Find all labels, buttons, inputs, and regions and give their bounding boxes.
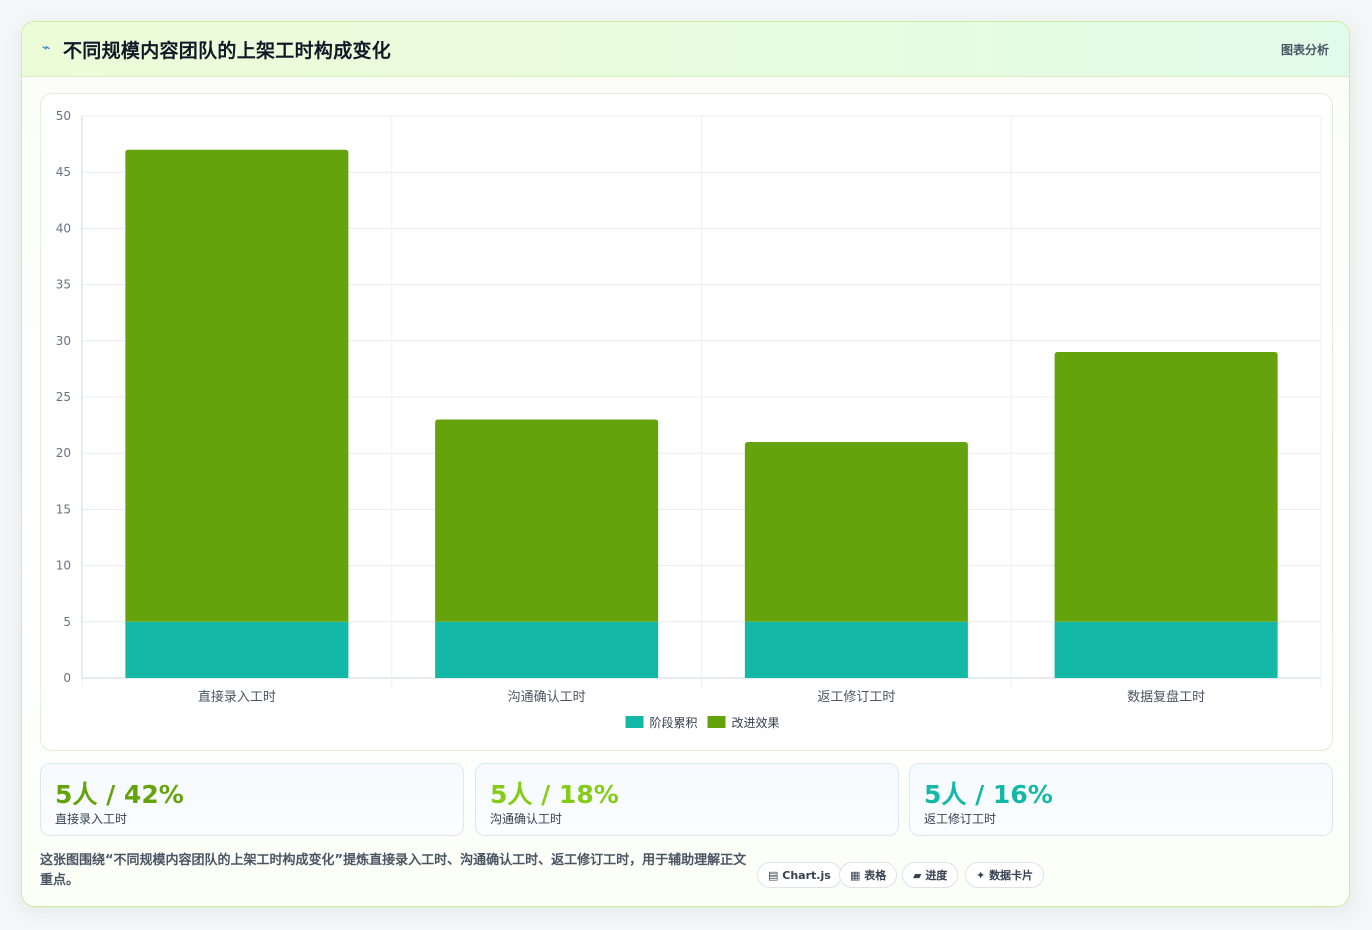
stacked-bar-chart: 0 5 10 15 20 25 30 35 40 45 50 直接录入工时 沟通确认工时 返工修订工时 数据… <box>56 109 1322 730</box>
bar-segment <box>744 621 968 678</box>
stat-card-3: 5人 / 16% 返工修订工时 <box>909 763 1333 836</box>
table-icon: ▦ <box>850 869 861 882</box>
y-tick-label: 45 <box>56 165 71 179</box>
chart-line-icon: ⌁ <box>42 40 51 56</box>
stat-value: 5人 / 16% <box>924 780 1053 809</box>
x-tick-label: 沟通确认工时 <box>508 690 586 705</box>
y-tick-label: 15 <box>56 502 71 516</box>
legend-label: 阶段累积 <box>650 715 698 730</box>
tag-label: Chart.js <box>782 869 831 882</box>
chart-card: ⌁ 不同规模内容团队的上架工时构成变化 图表分析 0 5 10 15 20 25 30 35 4… <box>21 21 1350 907</box>
tag-label: 进度 <box>925 869 948 882</box>
tag-label: 表格 <box>864 869 887 882</box>
y-tick-label: 50 <box>56 109 71 123</box>
chart-description: 这张图围绕“不同规模内容团队的上架工时构成变化”提炼直接录入工时、沟通确认工时、… <box>40 853 747 888</box>
y-tick-label: 0 <box>63 671 71 685</box>
x-tick-label: 返工修订工时 <box>817 690 895 705</box>
chart-title: 不同规模内容团队的上架工时构成变化 <box>63 40 392 62</box>
legend-swatch <box>707 716 726 728</box>
stat-label: 沟通确认工时 <box>490 812 563 826</box>
x-tick-label: 数据复盘工时 <box>1127 689 1205 705</box>
stat-label: 返工修订工时 <box>924 812 997 826</box>
bar-segment <box>125 149 349 622</box>
y-tick-label: 10 <box>56 559 71 573</box>
bar-segment <box>1054 621 1278 678</box>
bar-segment <box>435 419 659 622</box>
bar-segment <box>744 441 968 622</box>
chart-icon: ▤ <box>768 869 779 882</box>
tag-data-card[interactable]: ✦ 数据卡片 <box>965 862 1045 888</box>
stat-value: 5人 / 42% <box>55 780 184 809</box>
progress-icon: ▰ <box>913 869 922 882</box>
legend-label: 改进效果 <box>732 715 780 730</box>
tag-progress[interactable]: ▰ 进度 <box>902 862 959 888</box>
tag-table[interactable]: ▦ 表格 <box>839 862 898 888</box>
bar-segment <box>125 621 349 678</box>
sparkle-icon: ✦ <box>976 869 986 882</box>
stat-card-1: 5人 / 42% 直接录入工时 <box>40 763 464 836</box>
tag-chartjs[interactable]: ▤ Chart.js <box>757 862 842 888</box>
stat-value: 5人 / 18% <box>490 780 619 809</box>
stat-card-2: 5人 / 18% 沟通确认工时 <box>475 763 899 836</box>
x-tick-label: 直接录入工时 <box>198 689 276 705</box>
y-tick-label: 40 <box>56 221 71 235</box>
bar-segment <box>435 621 659 678</box>
y-tick-label: 30 <box>56 334 71 348</box>
card-header: ⌁ 不同规模内容团队的上架工时构成变化 图表分析 <box>22 22 1349 77</box>
y-tick-label: 5 <box>63 615 71 629</box>
y-tick-label: 20 <box>56 446 71 460</box>
y-tick-label: 25 <box>56 390 71 404</box>
chart-area: 0 5 10 15 20 25 30 35 40 45 50 直接录入工时 沟通确认工时 返工修订工时 数据… <box>40 93 1333 751</box>
analysis-badge: 图表分析 <box>1280 43 1329 57</box>
tag-label: 数据卡片 <box>989 869 1034 882</box>
y-tick-label: 35 <box>56 278 71 292</box>
stat-label: 直接录入工时 <box>55 812 128 826</box>
legend-swatch <box>625 716 644 728</box>
bar-segment <box>1054 352 1278 622</box>
